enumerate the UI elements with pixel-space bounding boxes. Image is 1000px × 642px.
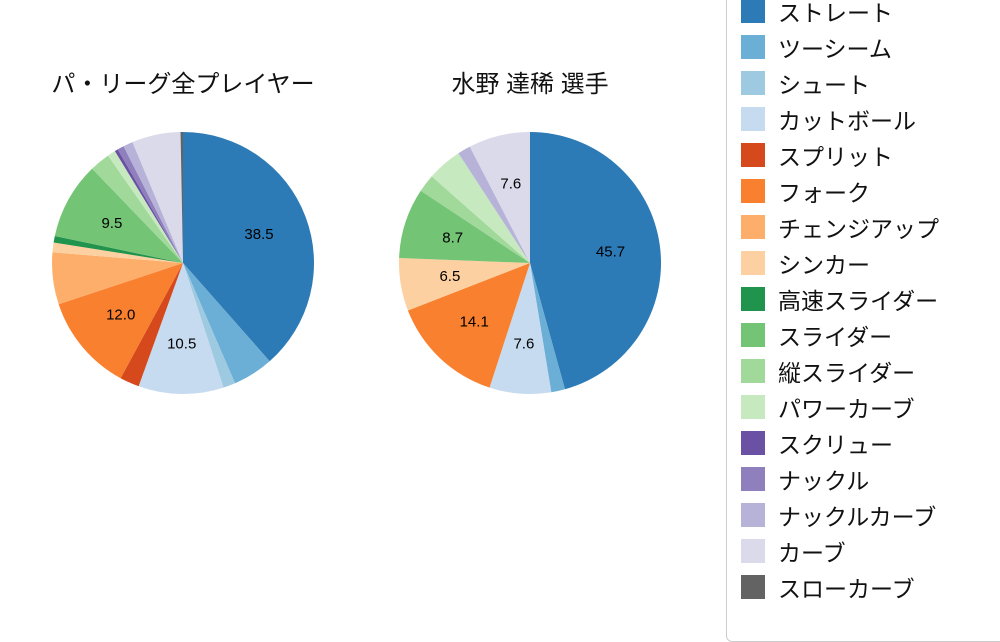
pie-percentage-label: 12.0 [106, 307, 135, 324]
pie-slice-14 [458, 146, 530, 263]
legend-color-swatch [741, 359, 765, 383]
legend-color-swatch [741, 575, 765, 599]
pie-slice-0 [530, 132, 662, 390]
pie-slice-9 [399, 190, 530, 263]
pie-slice-0 [183, 132, 314, 362]
pie-percentage-label: 7.6 [500, 176, 521, 193]
pie-chart-league: 38.5 10.5 12.0 9.5 [52, 131, 314, 395]
pie-slice-1 [183, 263, 270, 384]
legend-item-label: カットボール [778, 108, 916, 134]
pie-slice-15 [132, 132, 183, 263]
legend-color-swatch [741, 431, 765, 455]
pie-slice-8 [53, 236, 183, 263]
pie-slice-16 [180, 131, 183, 263]
legend-item-9: スライダー [741, 317, 1000, 353]
legend-item-2: シュート [741, 65, 1000, 101]
chart-title-player: 水野 達稀 選手 [451, 71, 609, 98]
pie-percentage-label: 14.1 [460, 314, 489, 331]
pie-slice-5 [58, 263, 183, 379]
legend-item-label: チェンジアップ [778, 216, 939, 242]
legend-item-5: フォーク [741, 173, 1000, 209]
pie-slice-10 [420, 176, 530, 263]
pie-slice-3 [489, 263, 552, 395]
legend-item-label: パワーカーブ [778, 396, 915, 422]
legend-color-swatch [741, 539, 765, 563]
pie-percentage-label: 7.6 [513, 336, 534, 353]
pie-slice-15 [469, 132, 530, 263]
pie-slice-1 [530, 263, 565, 393]
legend-item-label: カーブ [778, 540, 846, 566]
legend-item-16: スローカーブ [741, 569, 1000, 605]
legend-item-10: 縦スライダー [741, 353, 1000, 389]
pie-slice-2 [183, 263, 236, 388]
pie-slice-10 [92, 155, 183, 263]
legend-color-swatch [741, 251, 765, 275]
pie-slice-12 [114, 149, 183, 263]
legend-item-label: スプリット [778, 144, 893, 170]
legend-item-14: ナックルカーブ [741, 497, 1000, 533]
legend-item-label: フォーク [778, 180, 870, 206]
legend-color-swatch [741, 0, 765, 23]
pie-percentage-label: 10.5 [167, 336, 196, 353]
screenshot-root: { "figure": { "background": "#ffffff" },… [18, 0, 1000, 642]
pie-percentage-label: 9.5 [101, 215, 122, 232]
pie-slice-13 [117, 146, 183, 263]
legend-color-swatch [741, 467, 765, 491]
legend-color-swatch [741, 35, 765, 59]
pie-percentage-label: 45.7 [596, 244, 625, 261]
legend-item-12: スクリュー [741, 425, 1000, 461]
legend-item-1: ツーシーム [741, 29, 1000, 65]
legend-item-label: 高速スライダー [778, 288, 939, 314]
legend-item-label: ナックルカーブ [778, 504, 937, 530]
legend-color-swatch [741, 71, 765, 95]
legend-item-label: ナックル [778, 468, 870, 494]
pie-percentage-label: 38.5 [244, 226, 273, 243]
pitch-type-legend: ストレートツーシームシュートカットボール スプリットフォークチェンジアップ シンカー… [726, 0, 1000, 642]
pie-slice-6 [52, 252, 183, 305]
pie-percentage-label: 6.5 [439, 268, 460, 285]
legend-color-swatch [741, 179, 765, 203]
pie-slice-7 [398, 258, 530, 311]
legend-item-label: 縦スライダー [778, 360, 916, 386]
chart-player: 水野 達稀 選手 45.7 7.6 14.1 6.5 8.7 7.6 [365, 64, 695, 428]
legend-item-15: カーブ [741, 533, 1000, 569]
legend-color-swatch [741, 323, 765, 347]
pie-slice-11 [431, 153, 530, 263]
legend-color-swatch [741, 143, 765, 167]
legend-item-label: ツーシーム [778, 36, 892, 62]
pie-slice-14 [123, 142, 183, 263]
legend-item-0: ストレート [741, 0, 1000, 29]
chart-league: パ・リーグ全プレイヤー 38.5 10.5 12.0 9.5 [18, 64, 348, 428]
legend-color-swatch [741, 107, 765, 131]
legend-color-swatch [741, 215, 765, 239]
pie-slice-3 [138, 263, 224, 395]
pie-chart-player: 45.7 7.6 14.1 6.5 8.7 7.6 [398, 132, 662, 395]
legend-color-swatch [741, 503, 765, 527]
pie-slice-7 [52, 242, 183, 263]
pitch-mix-figure: パ・リーグ全プレイヤー 38.5 10.5 12.0 9.5 水野 達稀 選手 45.… [18, 0, 1000, 642]
pie-percentage-label: 8.7 [442, 230, 463, 247]
legend-items: ストレートツーシームシュートカットボール スプリットフォークチェンジアップ シンカー… [741, 0, 1000, 605]
chart-title-league: パ・リーグ全プレイヤー [51, 71, 315, 98]
legend-item-label: シンカー [778, 252, 870, 278]
pie-slice-5 [407, 263, 530, 388]
pie-slice-4 [120, 263, 183, 387]
legend-item-label: シュート [778, 72, 870, 98]
legend-item-13: ナックル [741, 461, 1000, 497]
legend-item-label: スライダー [778, 324, 893, 350]
legend-color-swatch [741, 395, 765, 419]
legend-item-label: スクリュー [778, 432, 893, 458]
pie-slice-11 [108, 151, 183, 263]
legend-item-3: カットボール [741, 101, 1000, 137]
legend-item-label: ストレート [778, 0, 893, 26]
pie-slice-9 [54, 168, 184, 263]
legend-item-6: チェンジアップ [741, 209, 1000, 245]
legend-item-label: スローカーブ [778, 576, 915, 602]
legend-item-11: パワーカーブ [741, 389, 1000, 425]
legend-item-4: スプリット [741, 137, 1000, 173]
legend-item-8: 高速スライダー [741, 281, 1000, 317]
legend-color-swatch [741, 287, 765, 311]
legend-item-7: シンカー [741, 245, 1000, 281]
